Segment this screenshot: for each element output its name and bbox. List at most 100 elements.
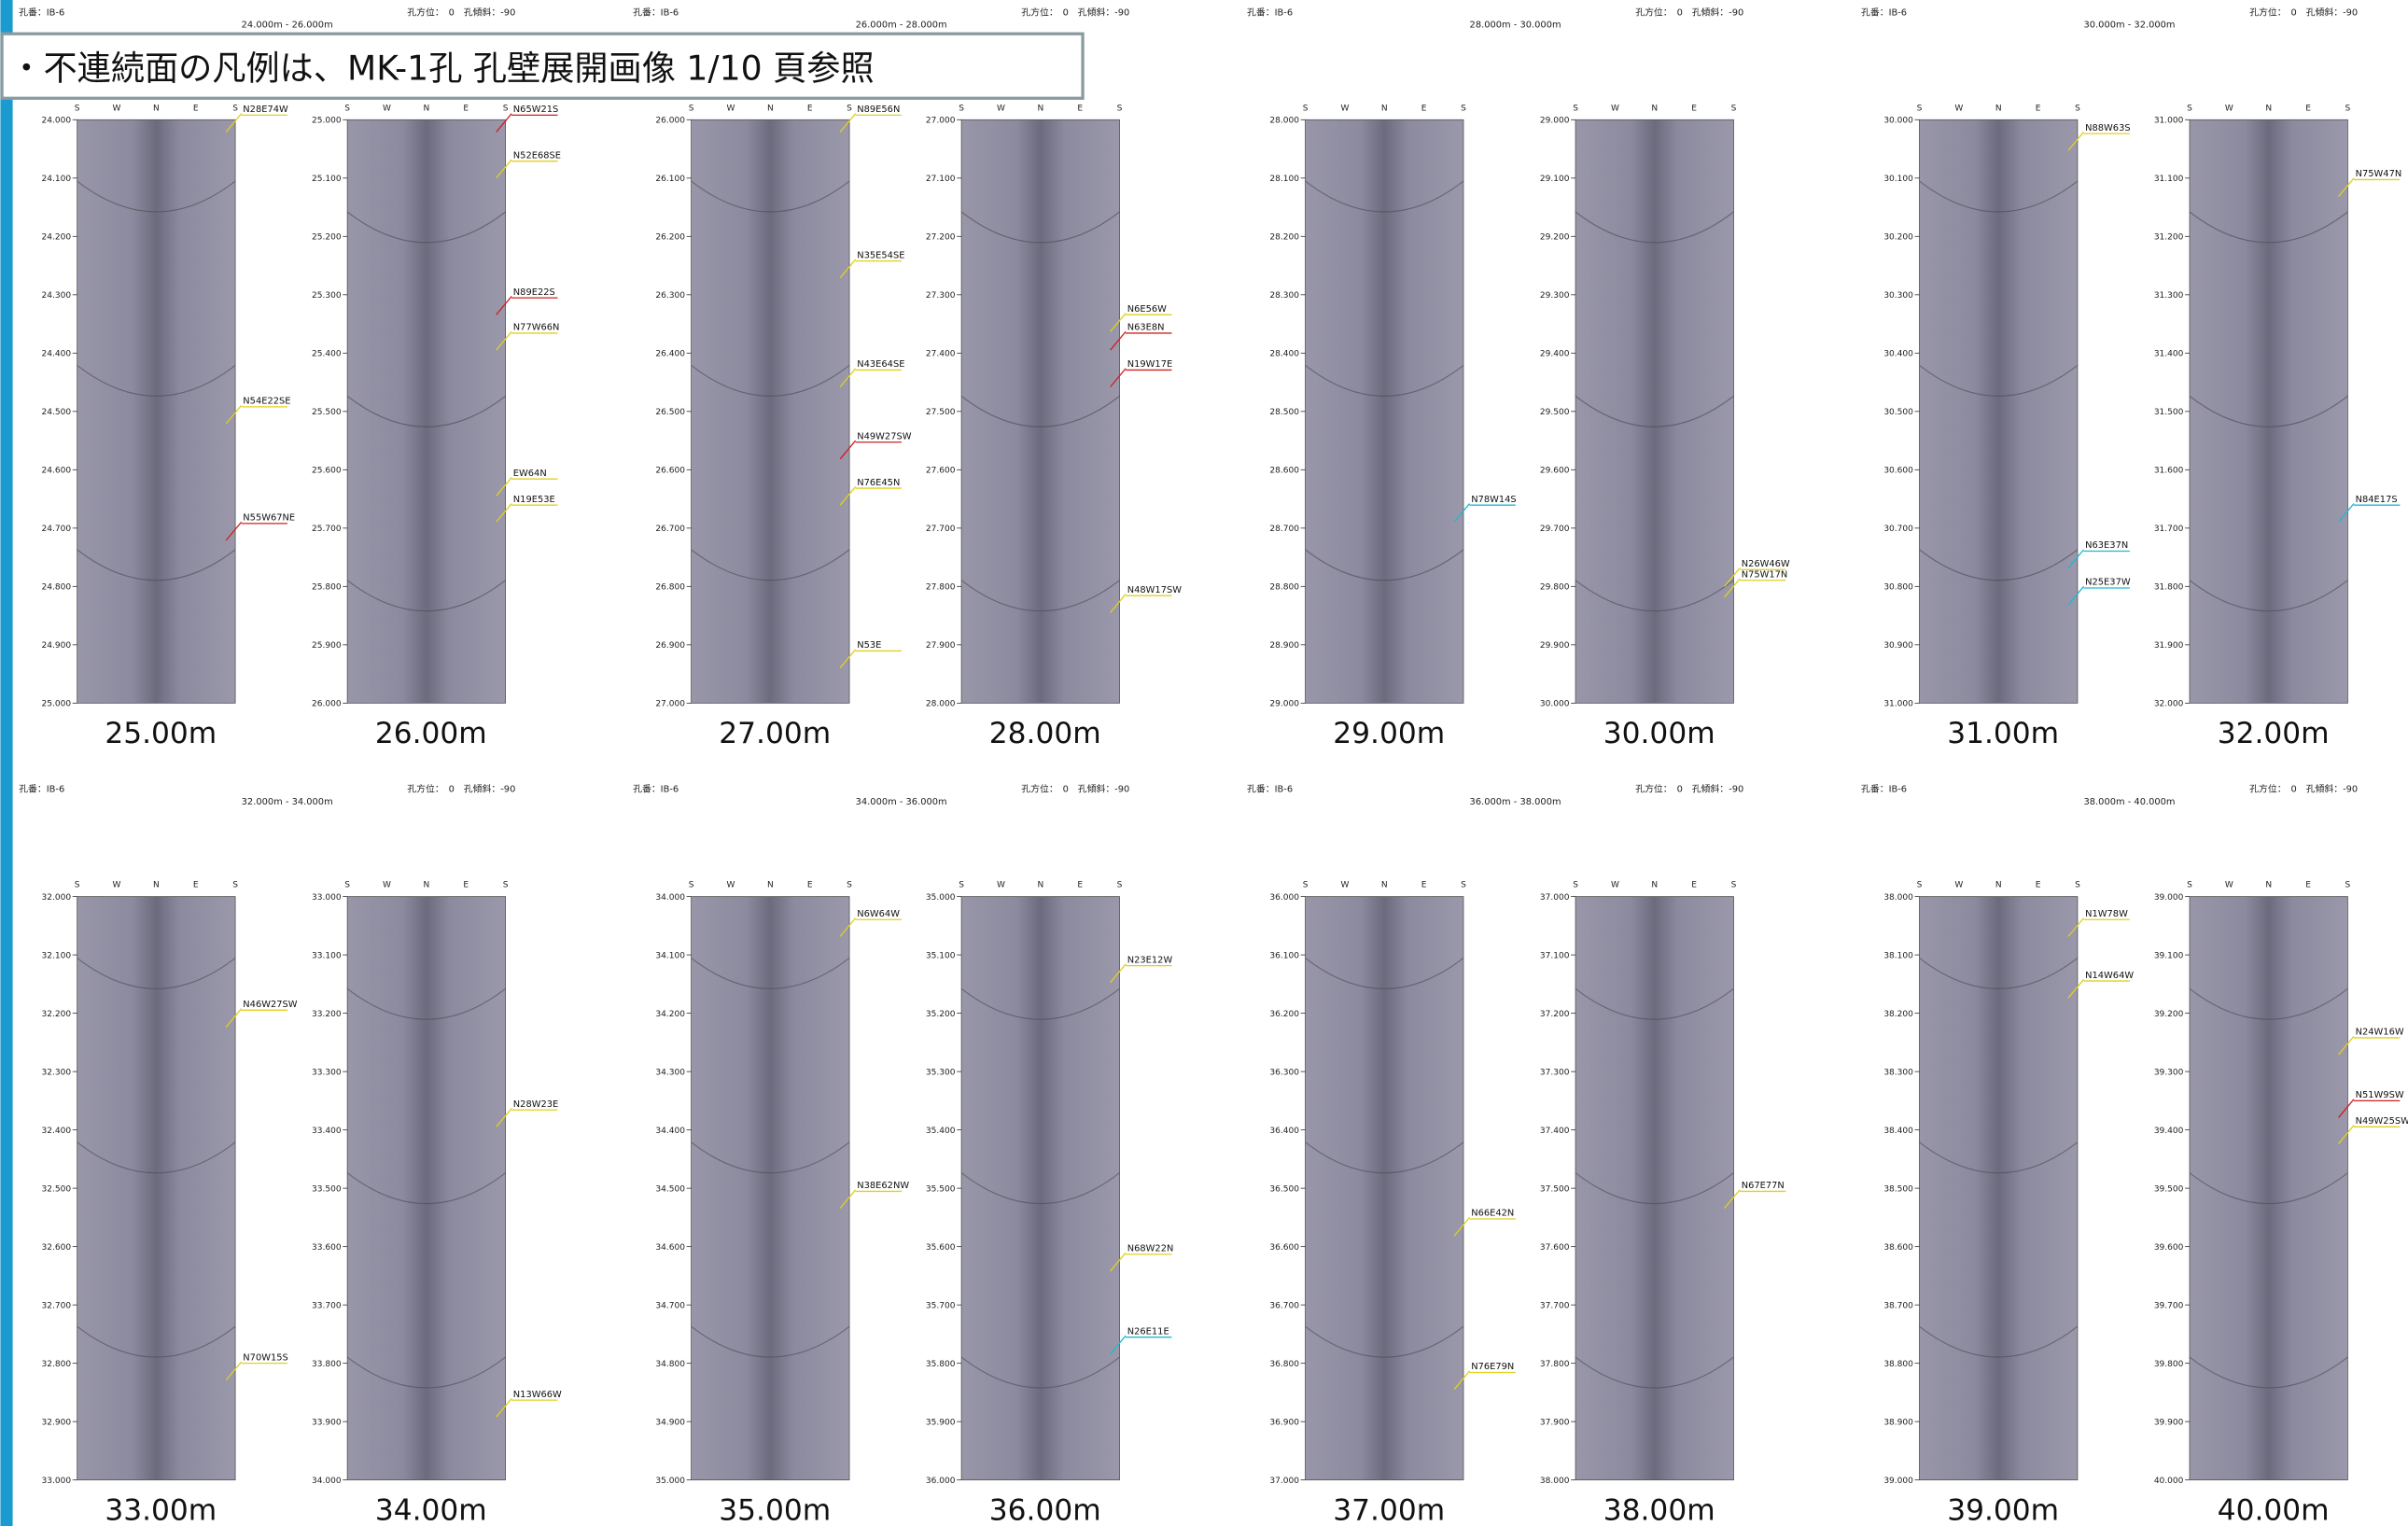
direction-label: S [689,104,694,113]
feature-label: N76E45N [857,478,900,488]
depth-label: 38.900 [1883,1418,1913,1427]
depth-range: 30.000m - 32.000m [2084,21,2176,31]
depth-label: 34.100 [655,951,685,960]
direction-label: S [2345,881,2351,890]
direction-label: W [1611,104,1619,113]
depth-label: 32.400 [41,1127,71,1136]
direction-label: E [1691,881,1697,890]
depth-label: 30.900 [1883,641,1913,651]
depth-label: 33.600 [312,1243,342,1253]
feature-label: N28E74W [243,105,288,115]
depth-range: 38.000m - 40.000m [2084,797,2176,807]
depth-label: 28.900 [1269,641,1299,651]
direction-label: S [503,104,509,113]
depth-label: 38.000 [1883,893,1913,903]
depth-label: 35.000 [926,893,956,903]
depth-label: 32.700 [41,1301,71,1310]
depth-label: 28.600 [1269,467,1299,476]
depth-label: 25.300 [312,291,342,301]
depth-label: 34.000 [312,1477,342,1486]
depth-label: 36.000 [926,1477,956,1486]
depth-label: 28.000 [926,700,956,709]
depth-label: 27.500 [926,408,956,417]
borehole-id: 孔番：IB-6 [1861,7,1907,18]
depth-label: 29.900 [1540,641,1570,651]
feature-label: N49W25SW [2356,1116,2408,1127]
direction-label: W [1954,881,1963,890]
orientation: 孔方位： 0 孔傾斜：-90 [1021,783,1129,795]
direction-label: N [423,881,429,890]
borehole-id: 孔番：IB-6 [1247,784,1293,795]
feature-label: N14W64W [2085,971,2134,981]
depth-label: 39.100 [2154,951,2184,960]
depth-label: 39.000 [1883,1477,1913,1486]
borehole-id: 孔番：IB-6 [633,784,679,795]
depth-label: 25.100 [312,175,342,184]
depth-label: 28.200 [1269,233,1299,243]
borehole-id: 孔番：IB-6 [19,784,64,795]
direction-label: W [2225,104,2233,113]
depth-label: 39.800 [2154,1360,2184,1369]
depth-label: 24.200 [41,233,71,243]
feature-label: N23E12W [1127,955,1173,965]
direction-label: S [232,881,238,890]
depth-label: 36.800 [1269,1360,1299,1369]
depth-label: 35.000 [655,1477,685,1486]
direction-label: S [1731,104,1737,113]
panel-caption: 35.00m [719,1493,831,1526]
depth-label: 27.700 [926,525,956,534]
depth-label: 25.900 [312,641,342,651]
page: {"note":"・不連続面の凡例は、MK-1孔 孔壁展開画像 1/10 頁参照… [0,0,2408,1526]
depth-label: 31.900 [2154,641,2184,651]
depth-label: 36.700 [1269,1301,1299,1310]
depth-label: 30.200 [1883,233,1913,243]
depth-label: 37.900 [1540,1418,1570,1427]
depth-label: 35.500 [926,1184,956,1194]
direction-label: W [383,881,391,890]
depth-label: 31.200 [2154,233,2184,243]
depth-label: 27.000 [655,700,685,709]
borehole-image [1306,119,1463,703]
depth-label: 31.300 [2154,291,2184,301]
depth-label: 34.000 [655,893,685,903]
orientation: 孔方位： 0 孔傾斜：-90 [1635,783,1743,795]
depth-label: 25.000 [312,117,342,126]
feature-label: N19E53E [513,495,555,505]
feature-label: N48W17SW [1127,585,1182,595]
feature-label: N49W27SW [857,431,911,441]
depth-label: 31.100 [2154,175,2184,184]
direction-label: S [1461,881,1466,890]
panel-caption: 26.00m [375,717,487,750]
feature-label: N1W78W [2085,909,2128,919]
note: ・不連続面の凡例は、MK-1孔 孔壁展開画像 1/10 頁参照 [9,49,874,89]
depth-label: 36.400 [1269,1127,1299,1136]
direction-label: S [2187,104,2192,113]
depth-label: 33.400 [312,1127,342,1136]
depth-label: 34.900 [655,1418,685,1427]
depth-label: 28.300 [1269,291,1299,301]
direction-label: S [344,104,350,113]
direction-label: S [2075,881,2080,890]
direction-label: S [689,881,694,890]
depth-label: 30.600 [1883,467,1913,476]
direction-label: S [959,881,964,890]
feature-label: N19W17E [1127,359,1172,370]
feature-label: N43E64SE [857,359,904,370]
direction-label: W [113,881,121,890]
depth-label: 28.000 [1269,117,1299,126]
orientation: 孔方位： 0 孔傾斜：-90 [1021,6,1129,18]
depth-label: 39.700 [2154,1301,2184,1310]
direction-label: N [2265,104,2272,113]
feature-label: N84E17S [2356,495,2398,505]
depth-label: 34.800 [655,1360,685,1369]
direction-label: E [807,104,813,113]
direction-label: E [463,881,469,890]
direction-label: W [2225,881,2233,890]
direction-label: S [1731,881,1737,890]
depth-label: 37.700 [1540,1301,1570,1310]
depth-label: 37.200 [1540,1010,1570,1019]
direction-label: E [193,881,199,890]
depth-label: 33.100 [312,951,342,960]
depth-label: 25.000 [41,700,71,709]
direction-label: N [1995,881,2002,890]
